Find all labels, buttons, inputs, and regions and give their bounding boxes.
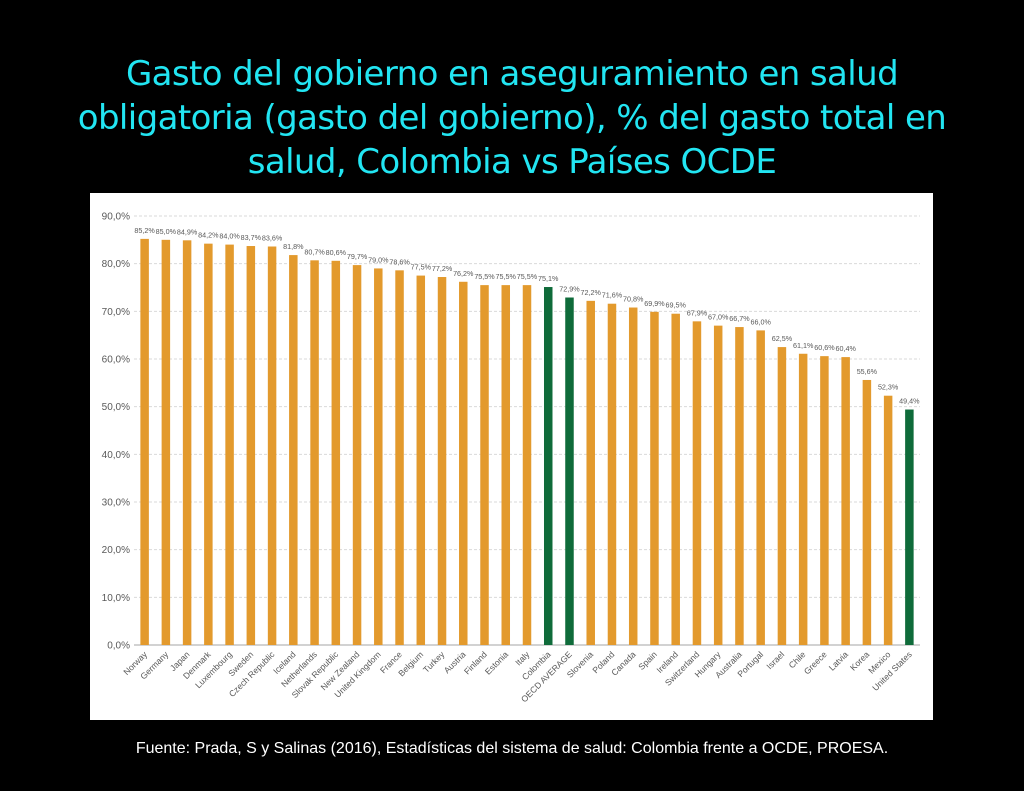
bar (650, 311, 659, 645)
bar (820, 356, 829, 645)
y-tick-label: 50,0% (102, 402, 130, 413)
data-label: 80,6% (326, 248, 347, 257)
x-tick-label: Greece (802, 649, 829, 676)
bar (267, 246, 277, 646)
data-label: 75,5% (517, 272, 538, 281)
data-label: 77,5% (411, 263, 432, 272)
bar (883, 395, 893, 645)
data-label: 79,0% (368, 255, 389, 264)
bar (459, 281, 468, 645)
data-label: 72,2% (581, 288, 602, 297)
data-label: 75,1% (538, 274, 559, 283)
x-tick-label: Israel (764, 649, 786, 671)
data-label: 75,5% (474, 272, 495, 281)
data-label: 77,2% (432, 264, 453, 273)
data-label: 81,8% (283, 242, 304, 251)
y-tick-label: 60,0% (102, 355, 130, 366)
bar (352, 265, 362, 645)
data-label: 75,5% (496, 272, 517, 281)
data-label: 66,7% (729, 314, 750, 323)
data-label: 84,0% (219, 232, 240, 241)
data-label: 55,6% (857, 367, 878, 376)
bar-chart-panel: 0,0% 10,0% 20,0% 30,0% 40,0% 50,0% 60,0% 70,0% 8… (90, 193, 933, 720)
data-label: 60,4% (835, 344, 856, 353)
bar (416, 275, 426, 645)
data-label: 71,6% (602, 291, 623, 300)
data-label: 83,7% (241, 233, 262, 242)
bar (331, 260, 341, 645)
data-label: 72,9% (559, 285, 580, 294)
bar (841, 357, 850, 645)
bar (289, 255, 298, 645)
y-tick-label: 70,0% (102, 307, 130, 318)
y-tick-label: 0,0% (107, 641, 130, 652)
bar (862, 379, 872, 645)
bar (480, 285, 489, 645)
data-label: 70,8% (623, 295, 644, 304)
bar-chart: 0,0% 10,0% 20,0% 30,0% 40,0% 50,0% 60,0% 70,0% 8… (102, 212, 921, 705)
y-tick-label: 90,0% (102, 212, 130, 223)
data-label: 78,6% (389, 257, 410, 266)
bar (140, 238, 149, 645)
data-label: 76,2% (453, 269, 474, 278)
data-label: 79,7% (347, 252, 368, 261)
x-tick-label: Latvia (827, 649, 850, 672)
data-label: 67,9% (687, 308, 708, 317)
x-tick-label: Canada (609, 649, 638, 678)
bar (161, 239, 171, 646)
data-label: 61,1% (793, 341, 814, 350)
data-label: 66,0% (750, 317, 771, 326)
bar (501, 285, 511, 645)
bar (713, 325, 723, 645)
data-label: 84,2% (198, 231, 219, 240)
data-label: 84,9% (177, 227, 198, 236)
bar (204, 243, 213, 645)
bar (628, 307, 638, 645)
bar (395, 270, 404, 645)
data-label: 83,6% (262, 234, 283, 243)
bar (182, 240, 192, 645)
bar (246, 246, 256, 645)
data-label: 69,9% (644, 299, 665, 308)
bar (756, 330, 765, 645)
bar (735, 327, 744, 645)
data-label: 67,0% (708, 313, 729, 322)
bar (607, 303, 617, 645)
bar (777, 347, 787, 645)
bar (543, 287, 553, 645)
bar (310, 260, 319, 645)
data-label: 49,4% (899, 397, 920, 406)
source-citation: Fuente: Prada, S y Salinas (2016), Estad… (135, 740, 889, 757)
bar (374, 268, 383, 645)
bar (437, 277, 447, 645)
bar (692, 321, 702, 645)
bar (671, 313, 680, 645)
data-label: 62,5% (772, 334, 793, 343)
y-tick-label: 80,0% (102, 259, 130, 270)
bar (522, 285, 532, 645)
bar (798, 353, 808, 645)
data-label: 80,7% (304, 247, 325, 256)
bar (225, 244, 234, 645)
data-label: 60,6% (814, 343, 835, 352)
data-label: 85,2% (134, 226, 155, 235)
data-label: 85,0% (156, 227, 177, 236)
x-tick-label: Estonia (483, 649, 510, 676)
data-label: 69,5% (666, 301, 687, 310)
slide-title: Gasto del gobierno en aseguramiento en s… (77, 54, 947, 182)
y-tick-label: 40,0% (102, 450, 130, 461)
y-tick-label: 20,0% (102, 545, 130, 556)
data-label: 52,3% (878, 383, 899, 392)
y-tick-label: 30,0% (102, 498, 130, 509)
bar (565, 297, 574, 645)
bar (905, 409, 914, 645)
y-tick-label: 10,0% (102, 593, 130, 604)
bar (586, 300, 595, 645)
